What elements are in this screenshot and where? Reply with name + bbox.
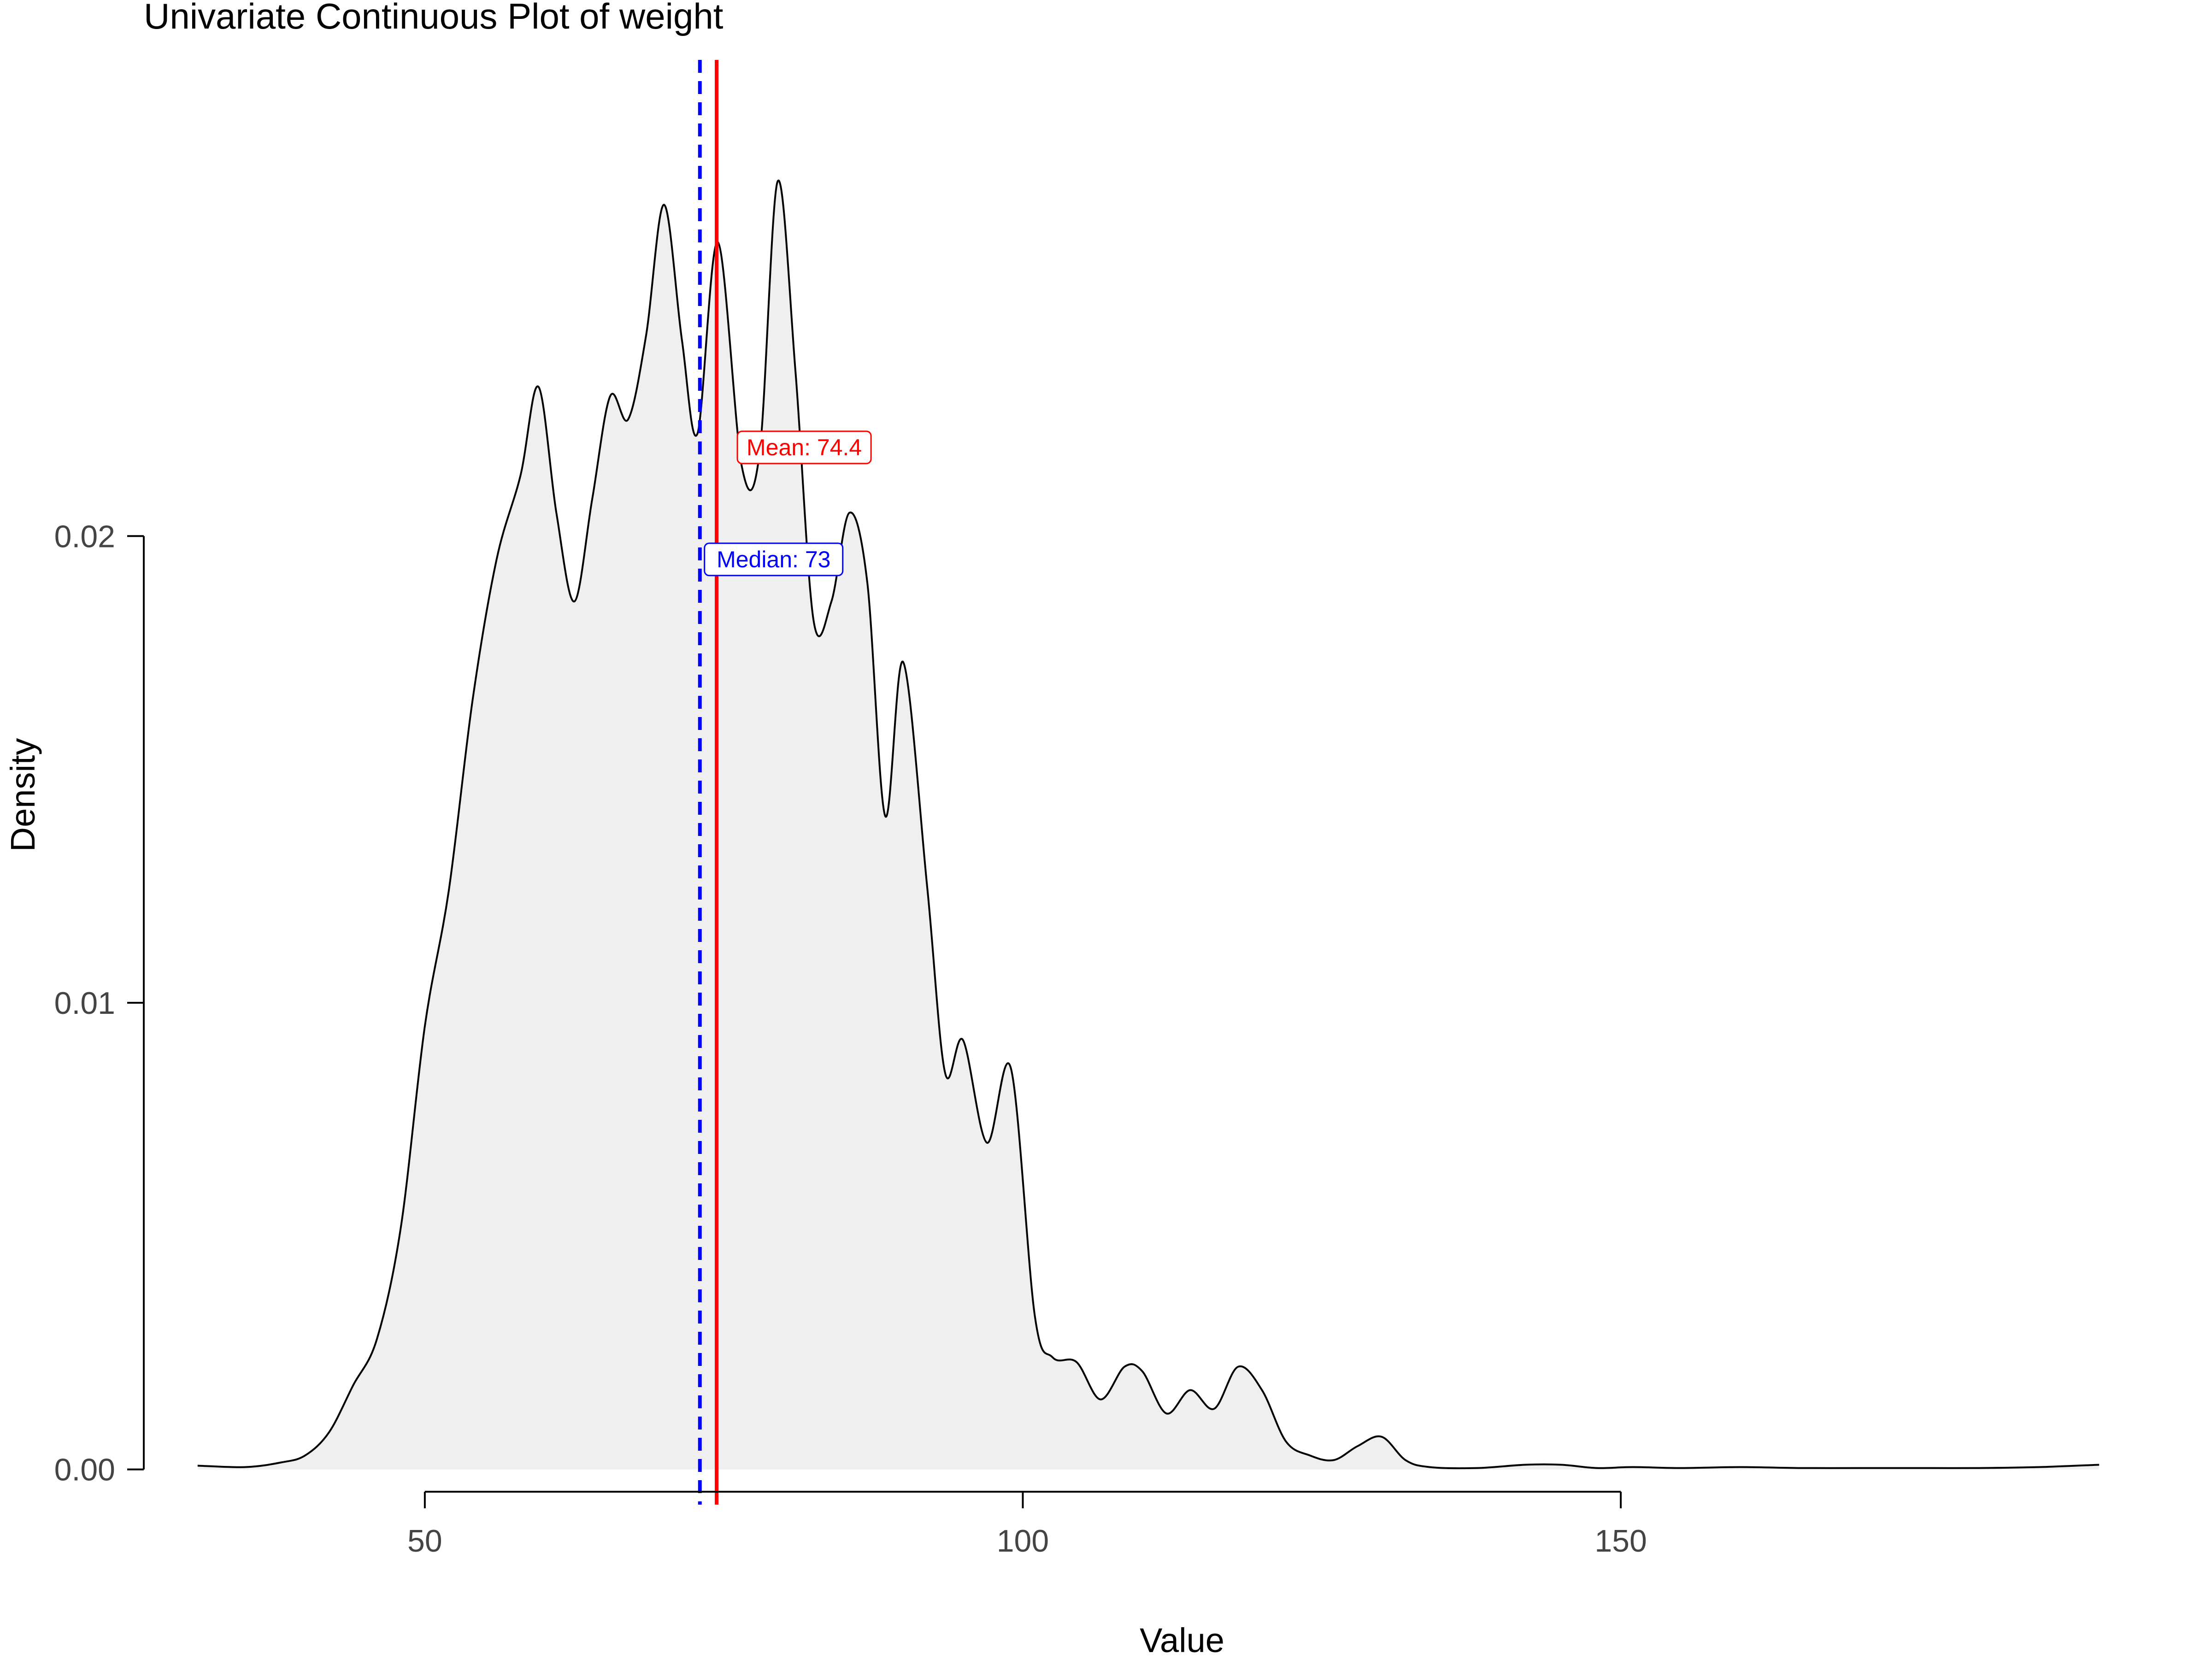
x-tick-label: 150 <box>1594 1524 1647 1559</box>
x-tick-label: 100 <box>997 1524 1049 1559</box>
density-area-fill <box>197 180 2100 1470</box>
chart-title: Univariate Continuous Plot of weight <box>144 0 724 36</box>
median-label: Median: 73 <box>717 547 830 572</box>
mean-label: Mean: 74.4 <box>747 435 862 460</box>
x-axis: 50 100 150 <box>407 1491 1647 1559</box>
mean-label-box <box>736 430 872 465</box>
median-label-box <box>704 542 844 577</box>
y-tick-label: 0.01 <box>54 986 115 1021</box>
density-curve <box>197 179 2100 1470</box>
x-tick-label: 50 <box>407 1524 442 1559</box>
y-axis-title: Density <box>4 738 42 852</box>
summary-annotations: Mean: 74.4 Median: 73 <box>698 60 872 1505</box>
y-axis: 0.00 0.01 0.02 <box>54 519 145 1488</box>
y-tick-label: 0.02 <box>54 519 115 554</box>
x-axis-title: Value <box>1140 1621 1224 1659</box>
y-tick-label: 0.00 <box>54 1453 115 1488</box>
plot-area <box>197 179 2100 1470</box>
